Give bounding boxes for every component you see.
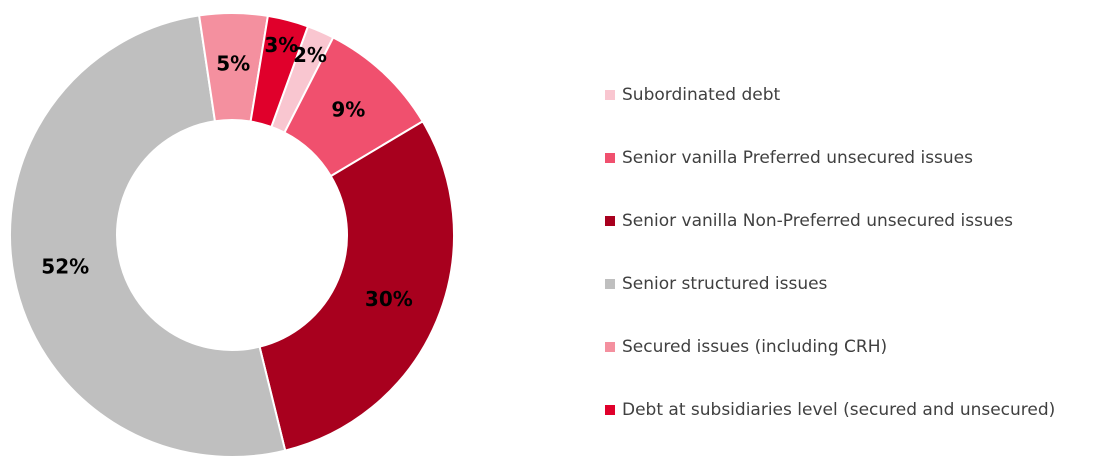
data-label: 9% xyxy=(331,98,365,122)
legend-label: Senior structured issues xyxy=(622,274,828,294)
legend-swatch xyxy=(605,153,615,163)
legend-swatch xyxy=(605,342,615,352)
donut-slice xyxy=(258,119,455,452)
data-label: 2% xyxy=(293,43,327,67)
legend-swatch xyxy=(605,90,615,100)
legend-label: Secured issues (including CRH) xyxy=(622,337,887,357)
data-label: 5% xyxy=(216,52,250,76)
data-label: 52% xyxy=(41,254,89,278)
donut-slice xyxy=(249,14,310,129)
donut-slice xyxy=(9,14,287,457)
legend-label: Senior vanilla Preferred unsecured issue… xyxy=(622,148,973,168)
data-label: 30% xyxy=(365,287,413,311)
legend-label: Subordinated debt xyxy=(622,85,781,105)
legend-label: Senior vanilla Non-Preferred unsecured i… xyxy=(622,211,1013,231)
legend-label: Debt at subsidiaries level (secured and … xyxy=(622,400,1055,420)
legend-swatch xyxy=(605,216,615,226)
legend-swatch xyxy=(605,279,615,289)
data-label: 3% xyxy=(264,33,298,57)
legend-swatch xyxy=(605,405,615,415)
